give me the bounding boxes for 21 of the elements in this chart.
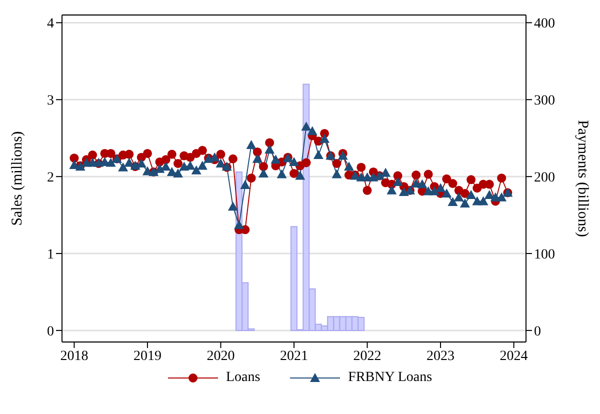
x-tick-label: 2023 [426, 348, 455, 364]
y-tick-label: 0 [47, 324, 54, 340]
y2-tick-label: 200 [534, 170, 555, 186]
x-tick-label: 2019 [133, 348, 162, 364]
y-tick-label: 4 [47, 16, 54, 32]
y2-tick-label: 400 [534, 16, 555, 32]
y-axis-title: Sales (millions) [9, 131, 26, 226]
y-tick-label: 3 [47, 94, 54, 109]
y-tick-label: 1 [47, 247, 54, 262]
y2-tick-label: 300 [534, 94, 555, 109]
legend-label: FRBNY Loans [348, 370, 432, 386]
x-tick-label: 2021 [280, 348, 308, 364]
y-tick-label: 2 [47, 170, 54, 186]
x-tick-label: 2024 [500, 348, 528, 364]
y2-tick-label: 0 [534, 324, 541, 340]
x-tick-label: 2020 [206, 348, 235, 364]
x-tick-label: 2022 [353, 348, 382, 364]
legend-label: Loans [226, 370, 260, 386]
x-tick-label: 2018 [60, 348, 88, 364]
y2-axis-title: Payments (billions) [574, 120, 591, 238]
y2-tick-label: 100 [534, 247, 555, 262]
